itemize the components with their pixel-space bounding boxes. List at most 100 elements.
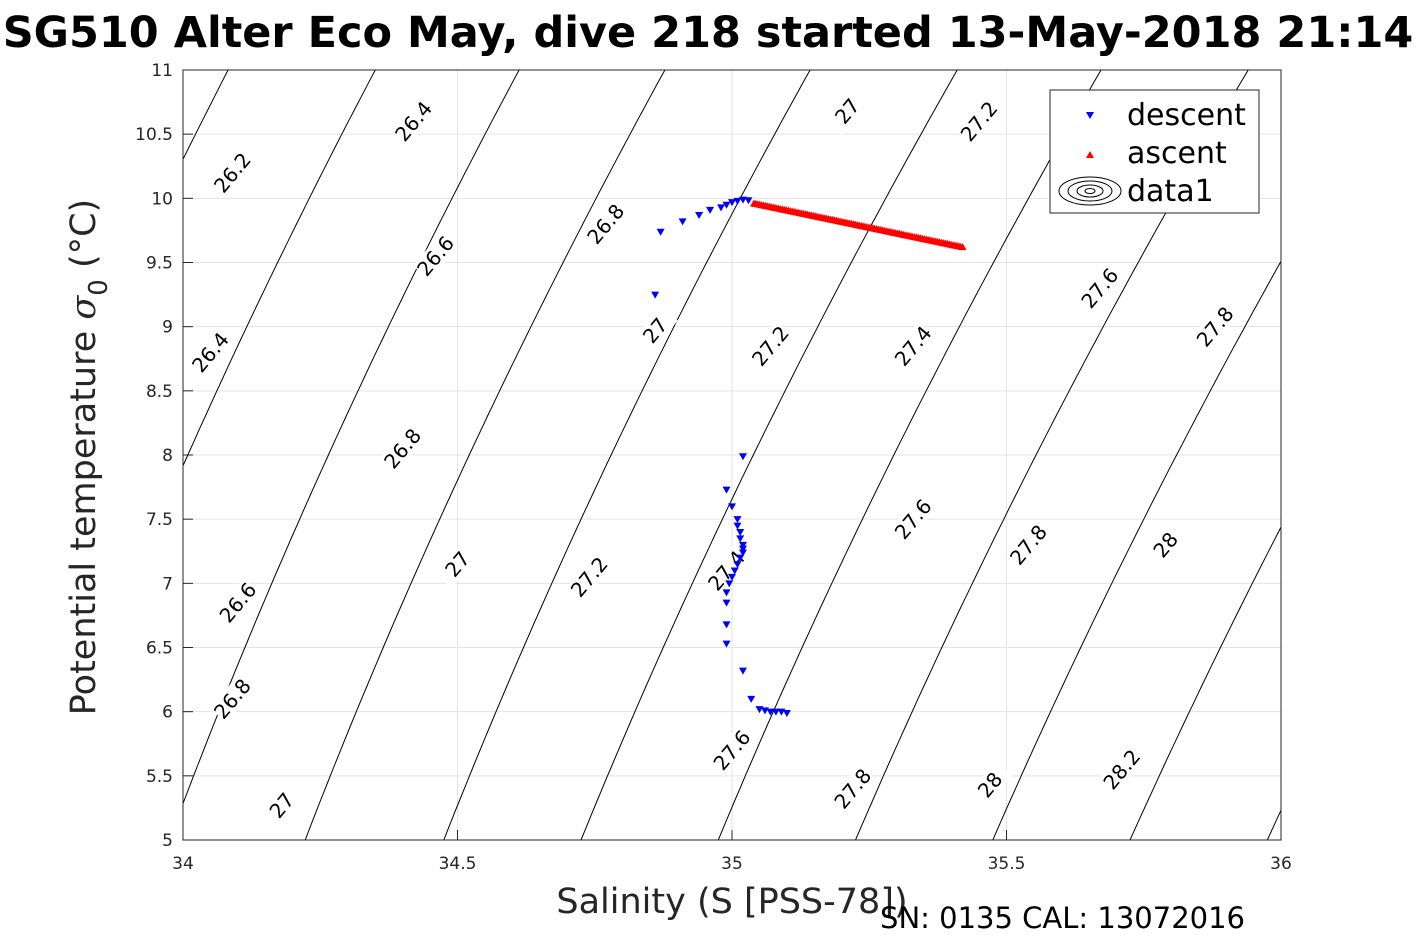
contour-label-bg (566, 552, 612, 601)
contour-label-bg (1192, 302, 1238, 351)
contour-label-bg (956, 97, 1002, 146)
x-tick-label: 34.5 (439, 854, 477, 874)
y-tick-label: 8 (162, 446, 173, 466)
isopycnal-27 (304, 70, 666, 840)
y-tick-label: 5 (162, 831, 173, 851)
descent-point (728, 573, 736, 581)
contour-icon (1058, 176, 1122, 206)
descent-point (730, 567, 739, 575)
descent-point (738, 196, 747, 204)
legend-descent-label: descent (1127, 98, 1246, 133)
x-tick-label: 35.5 (988, 854, 1026, 874)
y-axis-label-unit: (°C) (64, 199, 104, 279)
contour-label-bg (1099, 745, 1145, 794)
descent-point (678, 218, 687, 226)
contour-label-bg (1143, 520, 1189, 569)
contour-label-bg (259, 781, 305, 830)
descent-point (728, 503, 736, 511)
legend-descent-marker (1086, 112, 1094, 119)
descent-point (722, 201, 731, 209)
chart-title: SG510 Alter Eco May, dive 218 started 13… (3, 8, 1414, 58)
contour-label-bg (709, 726, 755, 775)
y-tick-label: 6 (162, 703, 173, 723)
contour-label-bg (187, 328, 234, 377)
y-tick-label: 5.5 (146, 767, 173, 787)
descent-point (733, 522, 742, 530)
y-tick-label: 9 (162, 318, 173, 338)
descent-point (738, 549, 747, 557)
legend-data1-label: data1 (1127, 174, 1214, 209)
descent-point (738, 667, 747, 675)
contour-label-bg (967, 760, 1013, 809)
descent-point (771, 708, 780, 716)
descent-point (738, 545, 747, 553)
y-tick-label: 9.5 (146, 254, 173, 274)
descent-point (722, 599, 731, 607)
descent-point (738, 541, 747, 549)
descent-point (733, 516, 742, 524)
x-tick-label: 35 (721, 854, 743, 874)
contour-label-bg (209, 148, 255, 197)
descent-point (782, 709, 791, 717)
y-axis-label-subscript: 0 (84, 279, 114, 296)
descent-point (695, 212, 704, 220)
isopycnal-28 (992, 260, 1281, 840)
contour-label-bg (215, 578, 261, 627)
contour-label-bg (1005, 520, 1052, 569)
x-axis-ticks: 34 34.5 35 35.5 36 (172, 830, 1292, 874)
y-axis-label-main: Potential temperature (64, 320, 104, 716)
isopycnal-28.2 (1129, 526, 1281, 840)
contour-label-bg (703, 546, 750, 595)
y-axis-ticks: 5 5.5 6 6.5 7 7.5 8 8.5 9 9.5 10 10.5 11 (135, 61, 193, 851)
descent-point (744, 197, 753, 205)
descent-point (747, 695, 756, 703)
descent-point (736, 554, 745, 562)
y-tick-label: 7.5 (146, 510, 173, 530)
ascent-point (958, 243, 967, 251)
descent-point (736, 535, 745, 543)
descent-point (733, 197, 742, 205)
y-tick-label: 6.5 (146, 639, 173, 659)
y-axis-label: Potential temperature σ0 (°C) (64, 199, 114, 715)
legend-ascent-label: ascent (1127, 136, 1227, 171)
x-tick-label: 34 (172, 854, 194, 874)
descent-point (733, 561, 742, 569)
contour-label-bg (380, 424, 426, 473)
descent-point (722, 589, 731, 597)
descent-point (722, 640, 731, 648)
contour-label-bg (747, 321, 793, 370)
descent-point (722, 486, 731, 494)
descent-point (706, 206, 715, 214)
descent-series (651, 196, 791, 717)
descent-point (651, 291, 660, 299)
descent-point (738, 453, 747, 461)
legend-ascent-marker (1086, 151, 1094, 158)
isopycnal-27.6 (717, 70, 1102, 840)
contour-label-bg (890, 495, 936, 544)
contour-label-bg (209, 674, 255, 723)
contour-label-bg (1077, 264, 1123, 313)
y-axis-label-sigma: σ (64, 295, 104, 320)
descent-point (722, 621, 731, 629)
y-tick-label: 10.5 (135, 125, 173, 145)
y-tick-label: 8.5 (146, 382, 173, 402)
y-tick-label: 7 (162, 574, 173, 594)
contour-label-bg (583, 200, 629, 248)
ascent-series (749, 199, 967, 251)
x-tick-label: 36 (1270, 854, 1292, 874)
contour-label-bg (890, 321, 936, 370)
contour-label-bg (824, 87, 870, 135)
descent-point (725, 580, 734, 588)
y-tick-label: 11 (151, 61, 173, 81)
contour-label-bg (632, 306, 678, 355)
x-axis-label: Salinity (S [PSS-78]) (556, 882, 907, 922)
legend[interactable]: descent ascent data1 (1049, 89, 1260, 214)
descent-point (728, 199, 736, 207)
descent-point (656, 228, 665, 236)
contour-label-bg (412, 232, 459, 281)
descent-point (766, 708, 775, 716)
legend-box (1049, 89, 1260, 214)
descent-point (717, 204, 726, 212)
descent-point (736, 529, 745, 536)
